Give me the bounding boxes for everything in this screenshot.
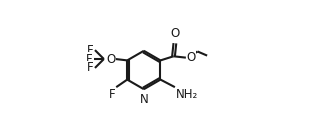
Text: F: F [86, 52, 92, 66]
Text: O: O [170, 27, 180, 40]
Text: O: O [186, 51, 196, 64]
Text: F: F [87, 44, 94, 57]
Text: O: O [106, 52, 115, 66]
Text: NH₂: NH₂ [175, 88, 198, 101]
Text: N: N [139, 93, 148, 106]
Text: F: F [87, 61, 94, 74]
Text: F: F [109, 88, 116, 101]
